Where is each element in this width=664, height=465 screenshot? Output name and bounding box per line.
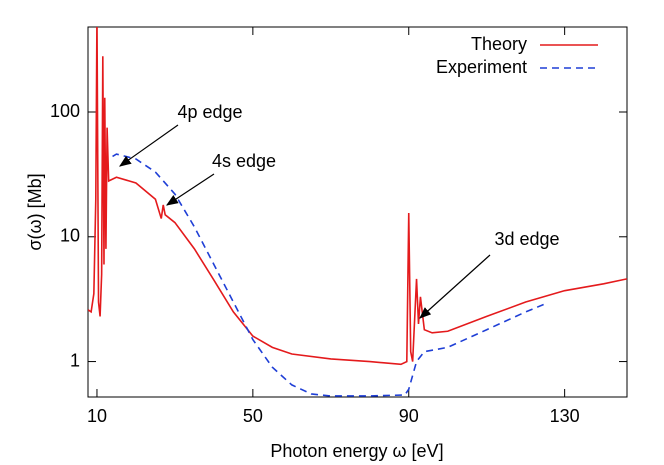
x-tick-label: 10 [87,406,107,426]
y-axis-label: σ(ω) [Mb] [25,173,45,250]
x-tick-label: 130 [550,406,580,426]
y-tick-label: 10 [60,226,80,246]
x-tick-label: 50 [243,406,263,426]
annotation: 4p edge [177,102,242,122]
series-line [112,153,546,397]
y-tick-label: 100 [50,101,80,121]
plot-frame [87,26,628,398]
annotation-arrow [165,173,215,206]
legend-label: Theory [471,34,527,54]
x-axis-label: Photon energy ω [eV] [270,441,443,461]
annotation-arrow [419,254,491,319]
annotation-arrow [119,124,179,167]
plot-area [88,27,627,397]
annotation: 4s edge [212,151,276,171]
y-tick-label: 1 [70,350,80,370]
x-tick-label: 90 [399,406,419,426]
legend-label: Experiment [436,57,527,77]
annotation: 3d edge [494,229,559,249]
